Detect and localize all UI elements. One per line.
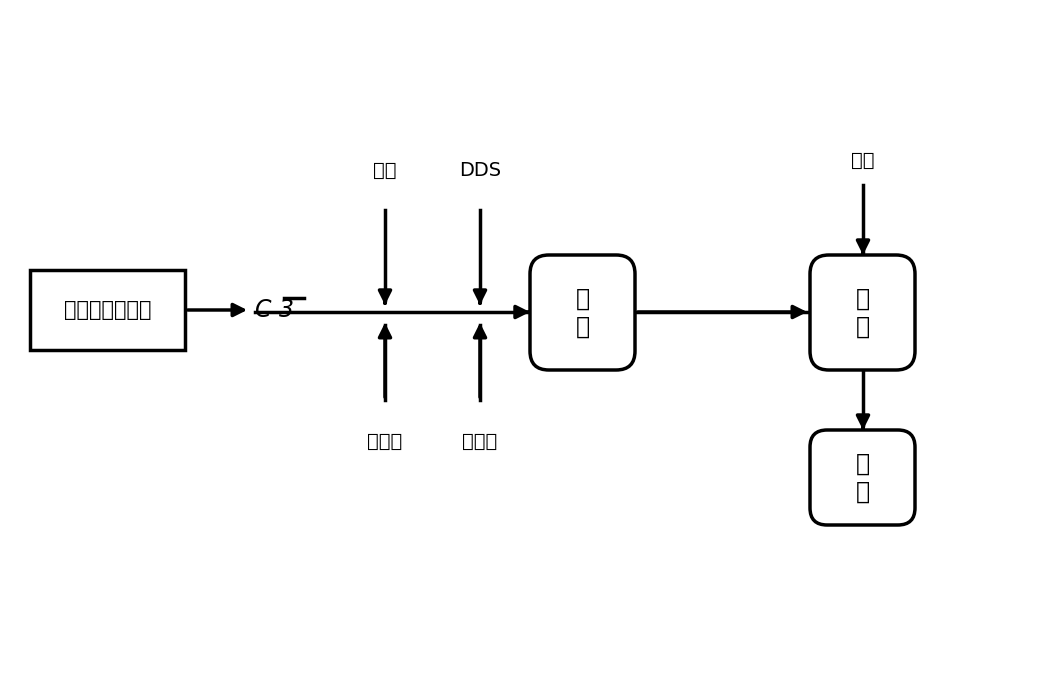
FancyBboxPatch shape: [810, 255, 915, 370]
Text: DDS: DDS: [459, 161, 501, 180]
Text: 建立外循环系统: 建立外循环系统: [64, 300, 151, 320]
Text: 乙烯: 乙烯: [851, 151, 875, 170]
Text: 共
聚: 共 聚: [855, 286, 870, 338]
Text: 氢气: 氢气: [373, 161, 397, 180]
FancyBboxPatch shape: [810, 430, 915, 525]
Text: 闪
蒸: 闪 蒸: [855, 452, 870, 503]
Text: 活化剂: 活化剂: [463, 432, 497, 451]
Text: 催化剂: 催化剂: [367, 432, 403, 451]
Text: 均
聚: 均 聚: [576, 286, 590, 338]
Bar: [30, 270, 185, 350]
Text: C 3: C 3: [255, 298, 294, 322]
FancyBboxPatch shape: [530, 255, 635, 370]
